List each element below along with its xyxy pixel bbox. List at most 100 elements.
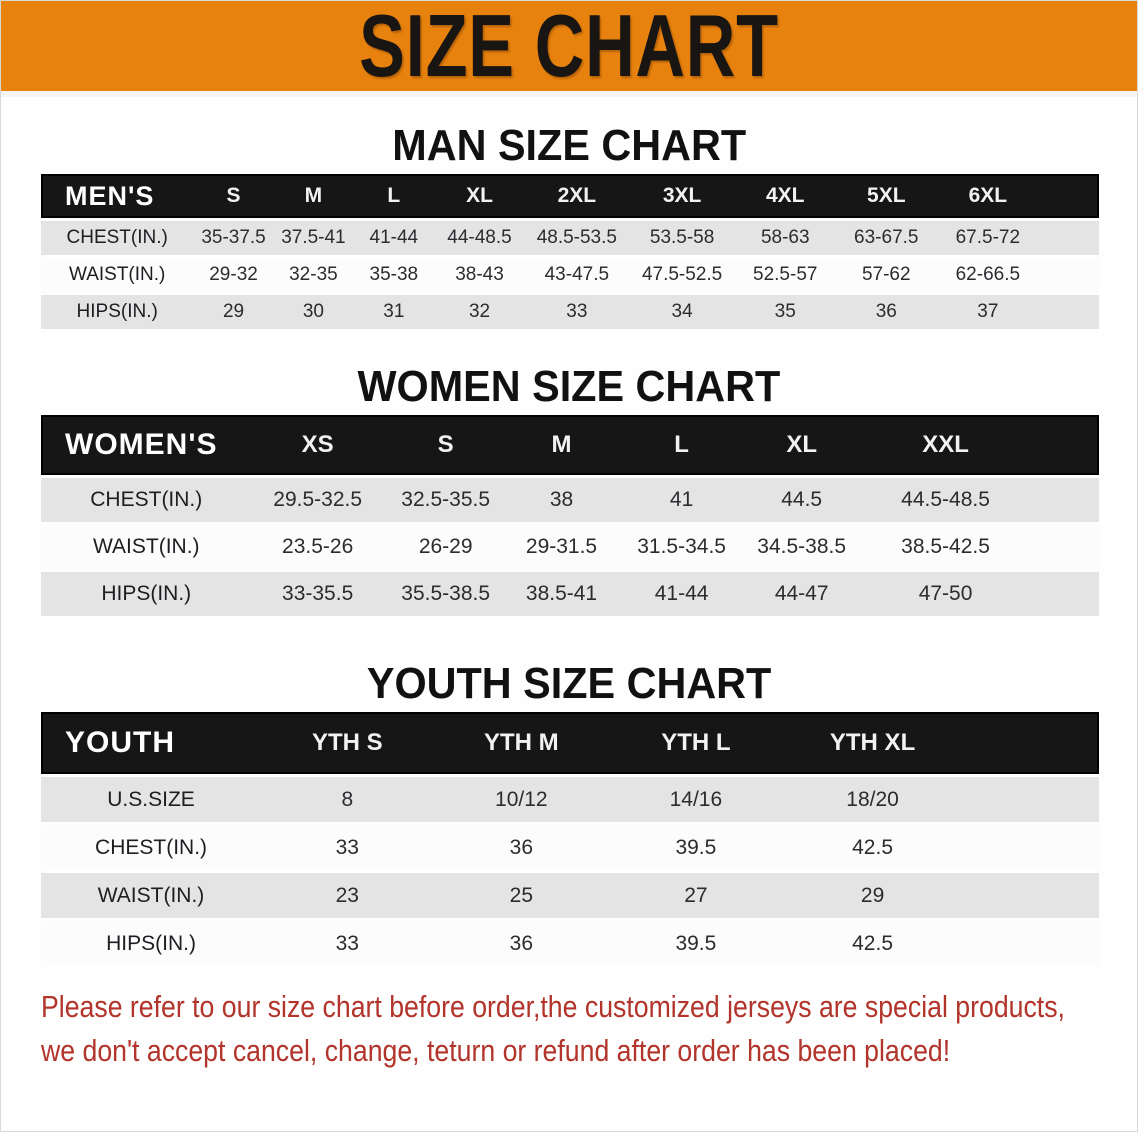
youth-section-title: YOUTH SIZE CHART xyxy=(1,659,1137,709)
disclaimer: Please refer to our size chart before or… xyxy=(41,985,1137,1073)
measurement-value: 30 xyxy=(273,295,354,329)
men-section-title-text: MAN SIZE CHART xyxy=(392,121,746,170)
size-column-header: YTH XL xyxy=(782,712,963,774)
measurement-value: 29-32 xyxy=(193,258,274,292)
measurement-value: 41-44 xyxy=(615,572,748,616)
measurement-value: 29 xyxy=(782,873,963,918)
measurement-value: 32.5-35.5 xyxy=(383,478,508,522)
measurement-value: 33 xyxy=(261,921,434,966)
measurement-value: 35-38 xyxy=(353,258,435,292)
measurement-value: 36 xyxy=(835,295,938,329)
measurement-value: 42.5 xyxy=(782,921,963,966)
size-column-header: XL xyxy=(747,415,856,475)
size-column-header: XXL xyxy=(855,415,1036,475)
women-section-title: WOMEN SIZE CHART xyxy=(1,362,1137,412)
size-column-header: S xyxy=(193,174,274,218)
size-column-header: 4XL xyxy=(735,174,836,218)
measurement-value: 33-35.5 xyxy=(251,572,384,616)
row-label: U.S.SIZE xyxy=(41,777,262,822)
size-column-header: YTH M xyxy=(433,712,610,774)
spacer-cell xyxy=(1035,572,1099,616)
measurement-value: 34.5-38.5 xyxy=(747,525,856,569)
measurement-value: 53.5-58 xyxy=(629,221,735,255)
measurement-value: 67.5-72 xyxy=(937,221,1039,255)
size-column-header: 2XL xyxy=(524,174,630,218)
measurement-row: HIPS(IN.) 33-35.5 35.5-38.5 38.5-41 41-44 44-… xyxy=(41,572,1099,616)
size-column-header: 3XL xyxy=(629,174,735,218)
table-category-header: MEN'S xyxy=(41,174,194,218)
measurement-row: HIPS(IN.) 33 36 39.5 42.5 xyxy=(41,921,1099,966)
measurement-value: 44.5-48.5 xyxy=(855,478,1036,522)
measurement-value: 42.5 xyxy=(782,825,963,870)
size-column-header: L xyxy=(615,415,748,475)
spacer-cell xyxy=(962,921,1099,966)
spacer-cell xyxy=(1038,295,1099,329)
measurement-value: 29 xyxy=(193,295,274,329)
measurement-value: 35-37.5 xyxy=(193,221,274,255)
size-column-header: YTH S xyxy=(261,712,434,774)
row-label: CHEST(IN.) xyxy=(41,221,194,255)
measurement-value: 58-63 xyxy=(735,221,836,255)
size-column-header: YTH L xyxy=(609,712,783,774)
measurement-value: 26-29 xyxy=(383,525,508,569)
youth-section-title-text: YOUTH SIZE CHART xyxy=(366,659,772,708)
measurement-value: 14/16 xyxy=(609,777,783,822)
measurement-value: 23 xyxy=(261,873,434,918)
size-column-header: M xyxy=(507,415,616,475)
measurement-value: 36 xyxy=(433,825,610,870)
measurement-value: 32 xyxy=(434,295,525,329)
row-label: WAIST(IN.) xyxy=(41,258,194,292)
spacer-cell xyxy=(1038,258,1099,292)
women-section-title-text: WOMEN SIZE CHART xyxy=(357,362,781,411)
measurement-value: 41-44 xyxy=(353,221,435,255)
spacer-cell xyxy=(962,825,1099,870)
measurement-value: 36 xyxy=(433,921,610,966)
measurement-value: 29.5-32.5 xyxy=(251,478,384,522)
measurement-value: 29-31.5 xyxy=(507,525,616,569)
spacer-cell xyxy=(962,873,1099,918)
spacer-cell xyxy=(1035,525,1099,569)
disclaimer-line-1: Please refer to our size chart before or… xyxy=(41,989,1065,1024)
measurement-value: 48.5-53.5 xyxy=(524,221,630,255)
measurement-value: 35 xyxy=(735,295,836,329)
measurement-value: 8 xyxy=(261,777,434,822)
youth-size-table: YOUTH YTH S YTH M YTH L YTH XL U.S.SIZE 8 10/12… xyxy=(41,709,1099,969)
table-category-header: WOMEN'S xyxy=(41,415,252,475)
row-label: HIPS(IN.) xyxy=(41,921,262,966)
measurement-row: CHEST(IN.) 35-37.5 37.5-41 41-44 44-48.5 48.5… xyxy=(41,221,1099,255)
measurement-value: 38 xyxy=(507,478,616,522)
measurement-value: 44-48.5 xyxy=(434,221,525,255)
measurement-value: 37.5-41 xyxy=(273,221,354,255)
banner-title: SIZE CHART xyxy=(359,0,779,95)
measurement-value: 43-47.5 xyxy=(524,258,630,292)
measurement-value: 39.5 xyxy=(609,825,783,870)
row-label: WAIST(IN.) xyxy=(41,525,252,569)
measurement-value: 44.5 xyxy=(747,478,856,522)
measurement-row: WAIST(IN.) 29-32 32-35 35-38 38-43 43-47.5 47.… xyxy=(41,258,1099,292)
measurement-value: 41 xyxy=(615,478,748,522)
measurement-value: 31.5-34.5 xyxy=(615,525,748,569)
disclaimer-line-2: we don't accept cancel, change, teturn o… xyxy=(41,1033,951,1068)
table-header-row: MEN'S S M L XL 2XL 3XL 4XL 5XL 6XL xyxy=(41,174,1099,218)
spacer-header xyxy=(962,712,1099,774)
measurement-row: WAIST(IN.) 23.5-26 26-29 29-31.5 31.5-34.5 34… xyxy=(41,525,1099,569)
men-size-table: MEN'S S M L XL 2XL 3XL 4XL 5XL 6XL CHEST(IN.) 35-37… xyxy=(41,171,1099,332)
spacer-cell xyxy=(962,777,1099,822)
measurement-value: 27 xyxy=(609,873,783,918)
spacer-header xyxy=(1035,415,1099,475)
measurement-value: 47-50 xyxy=(855,572,1036,616)
men-section-title: MAN SIZE CHART xyxy=(1,121,1137,171)
measurement-value: 35.5-38.5 xyxy=(383,572,508,616)
spacer-cell xyxy=(1035,478,1099,522)
size-column-header: S xyxy=(383,415,508,475)
spacer-cell xyxy=(1038,221,1099,255)
measurement-value: 18/20 xyxy=(782,777,963,822)
measurement-value: 33 xyxy=(524,295,630,329)
measurement-value: 25 xyxy=(433,873,610,918)
size-column-header: L xyxy=(353,174,435,218)
measurement-value: 38.5-42.5 xyxy=(855,525,1036,569)
measurement-value: 38-43 xyxy=(434,258,525,292)
measurement-value: 37 xyxy=(937,295,1039,329)
measurement-value: 63-67.5 xyxy=(835,221,938,255)
